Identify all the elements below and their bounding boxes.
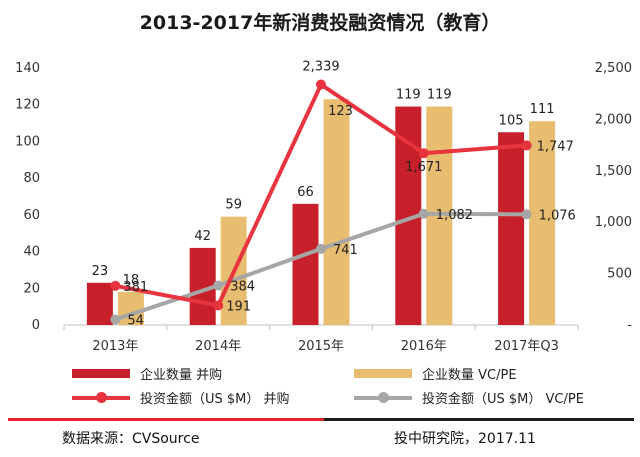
data-label-vc-amount: 1,076 [539,208,576,223]
data-label-vc-amount: 741 [333,243,358,258]
vc-amount-line [114,211,527,322]
data-label-vc-bar: 119 [427,88,452,103]
data-label-ma-bar: 66 [297,185,314,200]
footer-rule-red [8,418,324,421]
data-label-ma-amount: 1,671 [405,160,442,175]
legend-label-ma-line: 投资金额（US $M） 并购 [140,392,290,407]
vc-amount-point [418,208,429,219]
legend-marker-vc-line [378,391,389,403]
legend-item-ma-line: 投资金额（US $M） 并购 [72,388,290,407]
data-label-vc-bar: 18 [123,273,140,288]
x-axis-category-label: 2013年 [92,339,138,354]
vc-amount-point [213,280,224,291]
ma-amount-point [110,280,121,291]
bar-ma-count [292,203,319,325]
left-axis-tick-label: 120 [15,98,40,113]
right-axis-tick-label: 500 [607,267,632,282]
right-axis-tick-label: 1,500 [595,164,632,179]
vc-amount-point [316,243,326,254]
data-label-vc-bar: 123 [328,104,353,119]
ma-amount-point [213,300,224,311]
ma-amount-point [521,140,532,151]
data-label-vc-bar: 111 [530,102,555,117]
bar-ma-count [86,282,113,325]
legend-swatch-ma-bar [72,369,130,378]
bar-ma-count [498,132,525,325]
left-axis-tick-label: 140 [15,61,40,76]
left-axis-tick-label: 20 [23,281,40,296]
left-axis-tick-label: 100 [15,134,40,149]
data-label-ma-amount: 1,747 [537,139,574,154]
ma-amount-point [418,148,429,159]
bar-vc-count [117,291,144,325]
ma-amount-point [316,79,326,90]
data-label-vc-amount: 54 [127,313,144,328]
vc-amount-point [110,314,121,325]
left-axis-tick-label: 60 [23,208,40,223]
legend-swatch-ma-line [72,391,130,403]
legend-item-ma-bar: 企业数量 并购 [72,364,222,383]
data-label-ma-amount: 381 [123,280,148,295]
data-label-vc-bar: 59 [225,198,242,213]
legend-swatch-vc-bar [354,369,412,378]
data-label-ma-bar: 105 [499,113,524,128]
ma-amount-line [115,82,527,308]
legend-label-ma-bar: 企业数量 并购 [140,368,223,383]
x-axis-category-label: 2015年 [298,339,344,354]
legend-marker-ma-line [96,391,107,403]
source-note: 数据来源：CVSource [62,431,200,447]
right-axis-tick-label: 2,000 [595,112,632,127]
footer-rule-dark [324,418,634,421]
bar-vc-count [323,99,350,325]
x-axis-category-label: 2017年Q3 [494,339,559,354]
legend-label-vc-line: 投资金额（US $M） VC/PE [422,392,584,407]
chart-title: 2013-2017年新消费投融资情况（教育） [139,12,501,34]
legend-label-vc-bar: 企业数量 VC/PE [422,368,517,383]
legend-item-vc-line: 投资金额（US $M） VC/PE [354,388,584,407]
data-label-ma-bar: 42 [194,229,211,244]
bar-vc-count [529,121,556,325]
chart-svg: 0 20 40 60 80 100 120 140 - 500 1,000 1,500 2,000 2,5… [15,60,632,354]
right-axis-tick-label: - [627,318,632,333]
data-label-ma-amount: 191 [226,299,251,314]
data-label-ma-amount: 2,339 [302,60,339,75]
right-axis-tick-label: 2,500 [595,61,632,76]
legend-item-vc-bar: 企业数量 VC/PE [354,364,517,383]
x-axis-category-label: 2014年 [195,339,241,354]
vc-amount-point [521,209,532,220]
legend-swatch-vc-line [354,391,412,403]
left-axis-tick-label: 80 [23,171,40,186]
left-axis-tick-label: 40 [23,245,40,260]
data-label-ma-bar: 119 [396,88,421,103]
x-axis-category-label: 2016年 [401,339,447,354]
publisher-note: 投中研究院，2017.11 [394,431,536,447]
data-label-vc-amount: 1,082 [436,208,473,223]
right-axis-tick-label: 1,000 [595,215,632,230]
left-axis-tick-label: 0 [32,318,40,333]
data-label-ma-bar: 23 [92,264,109,279]
data-label-vc-amount: 384 [230,280,255,295]
